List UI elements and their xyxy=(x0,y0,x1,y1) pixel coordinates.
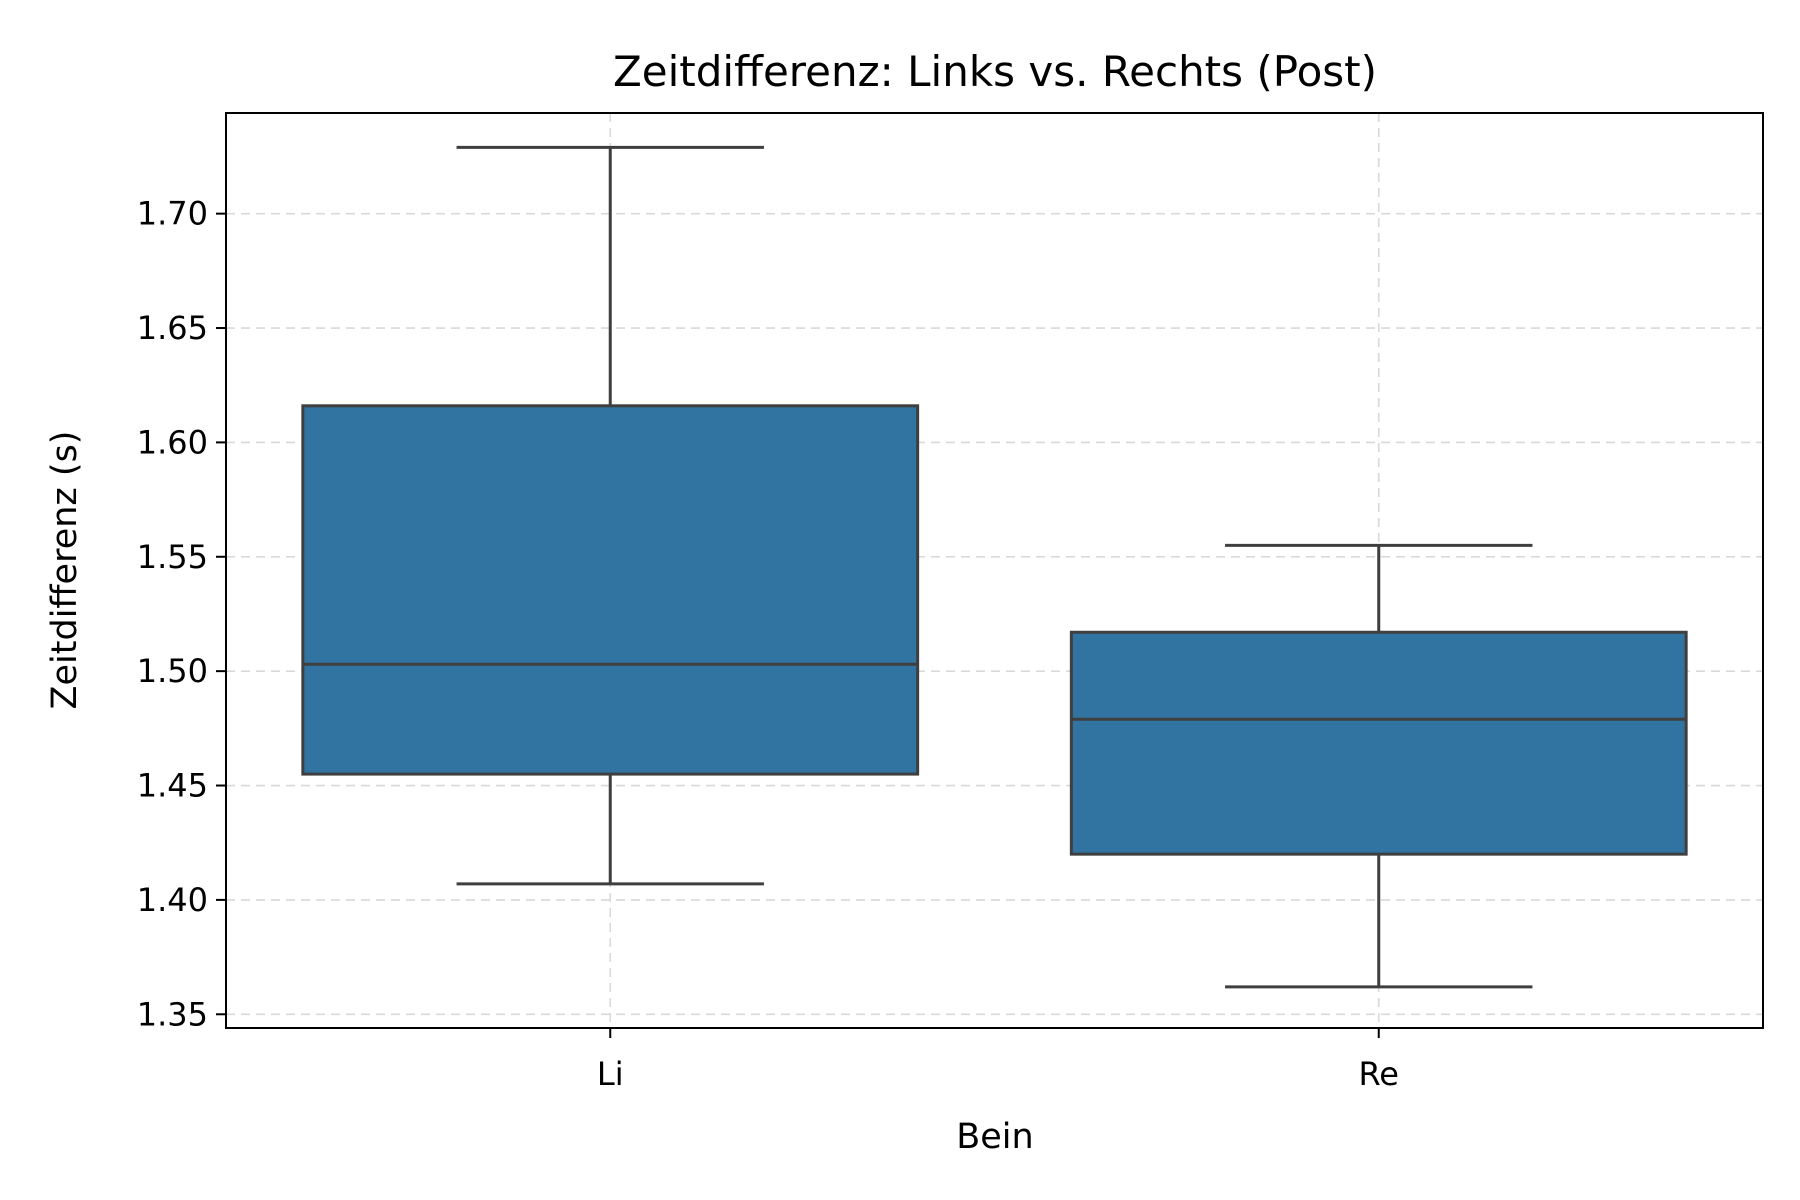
chart-title: Zeitdifferenz: Links vs. Rechts (Post) xyxy=(613,47,1377,96)
y-tick-label: 1.50 xyxy=(137,652,208,690)
axis-ticks: 1.35 1.40 1.45 1.50 1.55 1.60 1.65 1.70 Li Re xyxy=(137,195,1399,1093)
boxes xyxy=(301,145,1688,989)
x-tick-label: Re xyxy=(1359,1055,1399,1093)
y-axis-label: Zeitdifferenz (s) xyxy=(45,431,85,710)
box-Re xyxy=(1069,543,1688,989)
y-tick-label: 1.70 xyxy=(137,195,208,233)
y-tick-label: 1.45 xyxy=(137,767,208,805)
y-tick-label: 1.40 xyxy=(137,881,208,919)
plot-frame xyxy=(225,112,1764,1029)
y-tick-label: 1.60 xyxy=(137,423,208,461)
x-axis-label: Bein xyxy=(956,1117,1033,1157)
y-tick-label: 1.35 xyxy=(137,995,208,1033)
y-tick-label: 1.55 xyxy=(137,538,208,576)
iqr-box xyxy=(1069,630,1688,856)
y-tick-label: 1.65 xyxy=(137,309,208,347)
iqr-box xyxy=(301,404,920,776)
box-Li xyxy=(301,145,920,886)
x-tick-label: Li xyxy=(597,1055,624,1093)
